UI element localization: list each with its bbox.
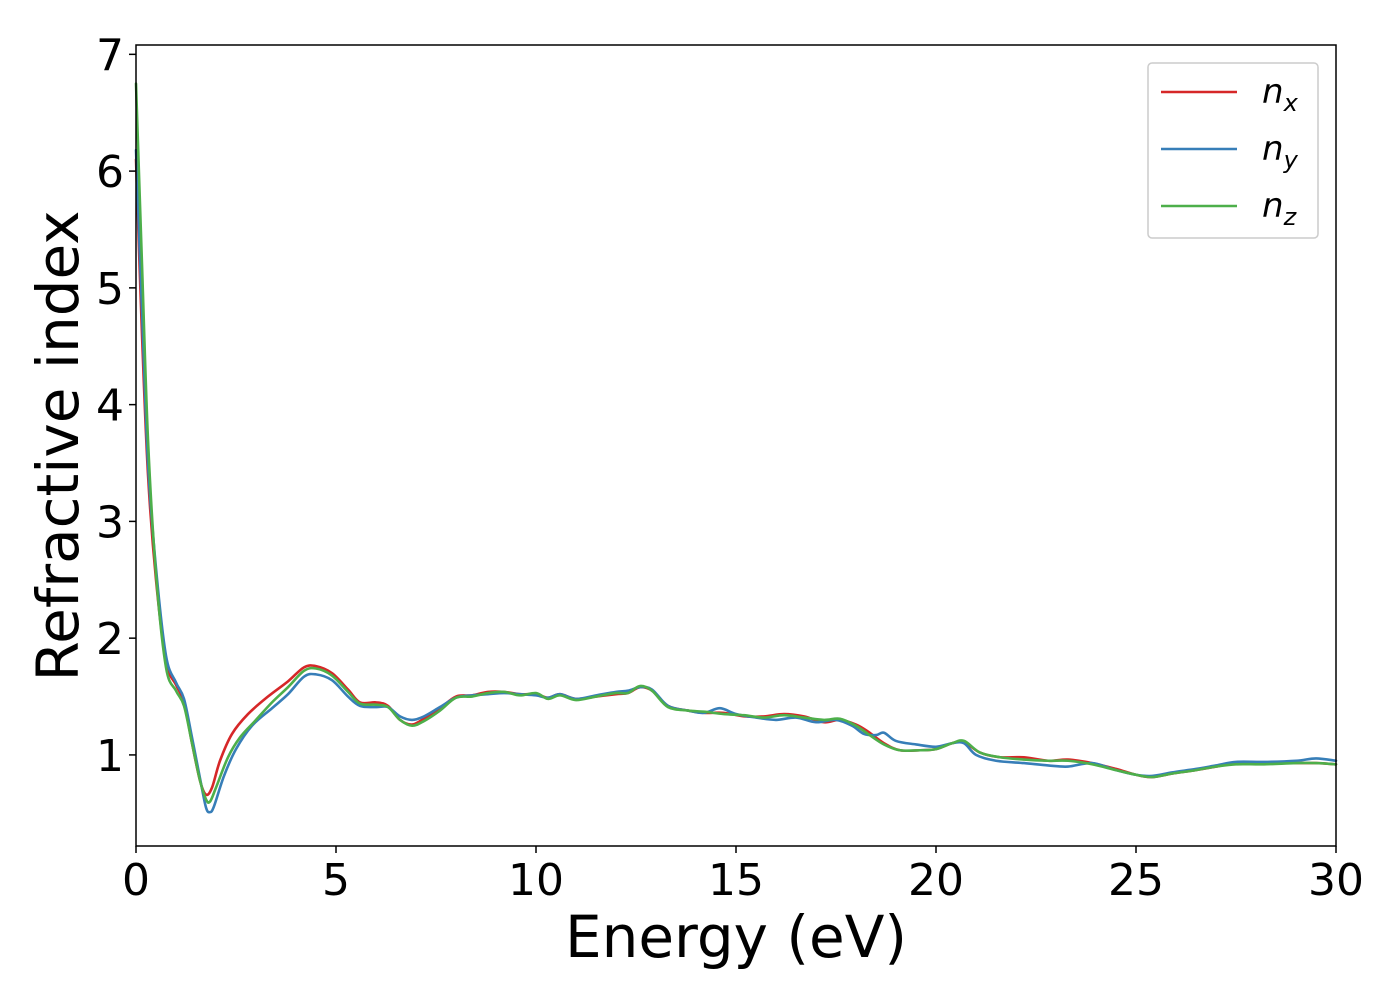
y-axis: 1 2 3 4 5 6 7 [96, 30, 136, 782]
y-tick-label: 5 [96, 264, 124, 315]
x-axis: 0 5 10 15 20 25 30 [122, 846, 1364, 906]
series-layer [134, 82, 1338, 814]
x-tick-label: 10 [508, 855, 564, 906]
x-tick-label: 30 [1308, 855, 1364, 906]
x-tick-label: 25 [1108, 855, 1164, 906]
y-tick-label: 3 [96, 497, 124, 548]
legend-label-ny: ny [1262, 129, 1299, 174]
x-tick-label: 20 [908, 855, 964, 906]
y-tick-label: 1 [96, 731, 124, 782]
legend-label-nz: nz [1262, 186, 1298, 231]
y-tick-label: 2 [96, 614, 124, 665]
x-tick-label: 5 [322, 855, 350, 906]
legend-label-nx: nx [1262, 72, 1299, 117]
legend: nx ny nz [1147, 62, 1319, 239]
series-line-nz [134, 82, 1338, 804]
y-tick-label: 7 [96, 30, 124, 81]
x-tick-label: 0 [122, 855, 150, 906]
x-axis-title: Energy (eV) [565, 903, 907, 971]
y-tick-label: 4 [96, 381, 124, 432]
legend-frame [1147, 62, 1319, 239]
x-tick-label: 15 [708, 855, 764, 906]
y-tick-label: 6 [96, 147, 124, 198]
y-axis-title: Refractive index [24, 210, 92, 681]
